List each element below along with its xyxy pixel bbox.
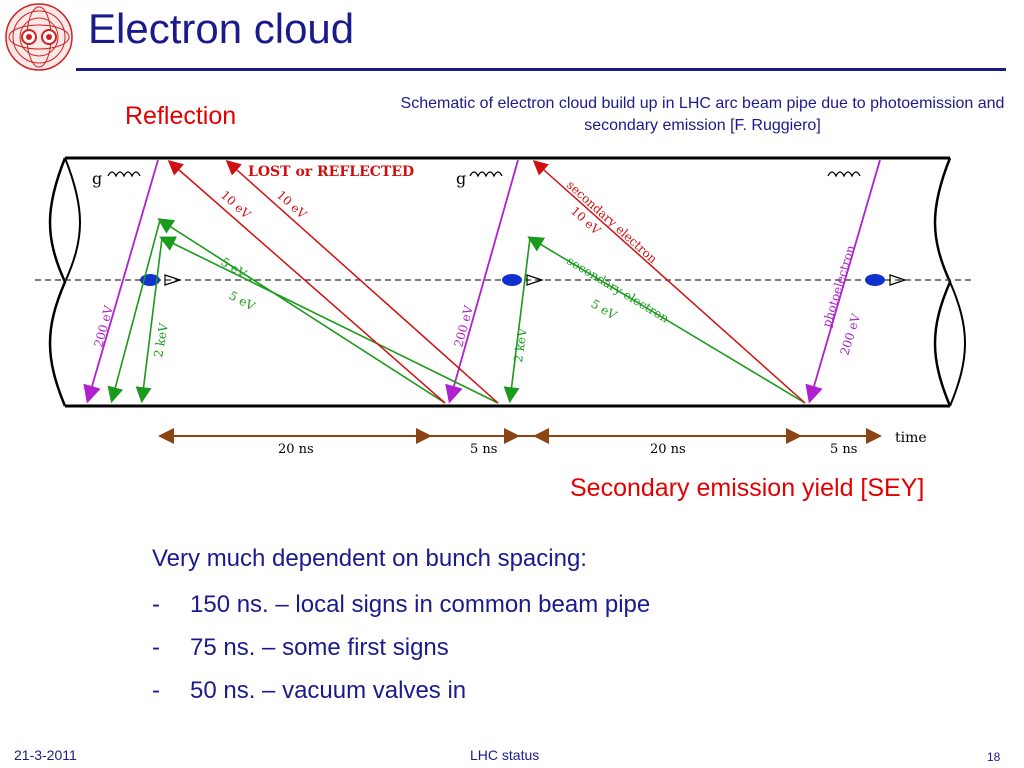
sey-label: Secondary emission yield [SEY]	[570, 474, 925, 502]
interval-label: 20 ns	[650, 442, 686, 457]
figure-caption: Schematic of electron cloud build up in …	[400, 95, 1005, 134]
lost-reflected-label: LOST or REFLECTED	[248, 164, 414, 180]
time-axis-label: time	[895, 430, 927, 446]
list-item: - 75 ns. – some first signs	[152, 634, 650, 662]
photoelectron-arrow	[83, 159, 159, 404]
energy-label: 2 keV	[511, 327, 530, 363]
reflected-arrow	[167, 160, 446, 404]
interval-label: 5 ns	[830, 442, 857, 457]
secondary-arrow	[503, 237, 531, 404]
reflected-arrow	[532, 160, 806, 404]
bullet-dash: -	[152, 677, 160, 704]
proton-bunch	[140, 274, 182, 286]
gamma-label: g	[92, 169, 102, 188]
list-item: - 150 ns. – local signs in common beam p…	[152, 591, 650, 619]
secondary-arrow	[159, 236, 499, 404]
secondary-arrow	[157, 218, 446, 404]
energy-label: 5 eV	[218, 255, 249, 281]
interval-label: 5 ns	[470, 442, 497, 457]
photon-wave	[107, 171, 141, 178]
energy-label: 200 eV	[837, 312, 863, 357]
proton-bunch	[865, 274, 907, 286]
electron-cloud-diagram: LOST or REFLECTED g g 10 eV 10 eV 5 eV 5…	[30, 148, 980, 458]
secondary-arrow	[107, 219, 161, 404]
bullet-text: 50 ns. – vacuum valves in	[190, 677, 467, 704]
energy-label: 2 keV	[151, 322, 171, 359]
photon-wave	[469, 171, 503, 178]
energy-label: 5 eV	[227, 288, 258, 313]
proton-bunch	[502, 274, 544, 286]
energy-label: 5 eV	[588, 297, 619, 323]
gamma-label: g	[456, 169, 466, 188]
reflection-label: Reflection	[125, 102, 237, 130]
bullet-lead: Very much dependent on bunch spacing:	[152, 545, 587, 572]
photoelectron-arrow	[805, 159, 881, 404]
reflected-arrow	[225, 160, 499, 404]
energy-label: 10 eV	[218, 188, 254, 222]
footer-title: LHC status	[470, 747, 540, 763]
bullet-text: 150 ns. – local signs in common beam pip…	[190, 591, 651, 618]
footer-date: 21-3-2011	[14, 747, 77, 763]
photoelectron-arrow	[445, 159, 519, 404]
bullet-dash: -	[152, 591, 160, 618]
page-number: 18	[987, 750, 1001, 764]
secondary-arrow	[135, 237, 163, 404]
photon-wave	[827, 171, 861, 178]
energy-label: 200 eV	[451, 304, 476, 349]
list-item: - 50 ns. – vacuum valves in	[152, 677, 650, 705]
bullet-list: Very much dependent on bunch spacing: - …	[152, 545, 650, 720]
lhc-logo	[4, 2, 74, 72]
secondary-arrow	[527, 236, 806, 404]
energy-label: secondary electron	[564, 254, 671, 326]
energy-label: 10 eV	[274, 188, 310, 222]
energy-label: 200 eV	[91, 304, 116, 349]
title-divider	[76, 68, 1006, 71]
bullet-text: 75 ns. – some first signs	[190, 634, 449, 661]
slide-title: Electron cloud	[88, 5, 355, 52]
bullet-dash: -	[152, 634, 160, 661]
interval-label: 20 ns	[278, 442, 314, 457]
